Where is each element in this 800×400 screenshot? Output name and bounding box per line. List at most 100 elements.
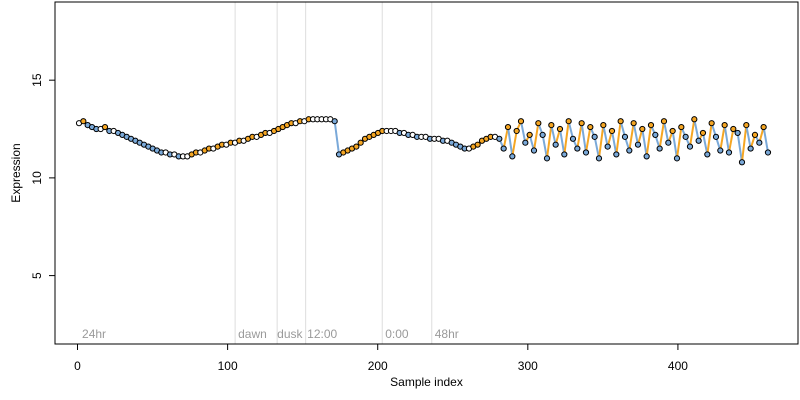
data-point — [717, 147, 724, 154]
data-point — [695, 137, 702, 144]
data-point — [548, 122, 555, 129]
data-point — [669, 127, 676, 135]
segment — [736, 132, 743, 163]
segment — [550, 124, 557, 145]
y-tick-label: 15 — [30, 73, 44, 87]
data-point — [513, 127, 520, 135]
y-axis: 5 10 15 — [30, 73, 56, 279]
segment — [645, 124, 652, 157]
segment — [641, 128, 648, 157]
data-point — [686, 143, 694, 150]
data-point — [604, 143, 611, 150]
segment — [762, 126, 769, 153]
data-point — [591, 133, 598, 140]
data-point — [101, 123, 109, 131]
data-point — [673, 155, 681, 162]
data-point — [331, 118, 338, 125]
segment — [658, 121, 665, 149]
data-point — [539, 131, 546, 138]
data-point — [582, 149, 590, 156]
segment — [632, 122, 639, 145]
x-tick-label: 100 — [218, 359, 238, 373]
data-point — [734, 129, 741, 137]
x-tick-label: 300 — [518, 359, 538, 373]
data-point — [600, 122, 607, 129]
data-point — [708, 120, 715, 127]
data-point — [656, 145, 663, 152]
segment — [702, 132, 709, 155]
segment — [507, 126, 514, 157]
data-point — [721, 122, 728, 129]
segment — [333, 121, 340, 155]
data-point — [522, 139, 529, 146]
segment — [545, 124, 553, 159]
segment — [693, 119, 700, 141]
data-point — [617, 118, 624, 125]
time-annotation: 12:00 — [307, 327, 337, 341]
segment — [511, 130, 518, 157]
time-annotation: dusk — [277, 327, 303, 341]
data-point — [634, 141, 642, 148]
data-point — [725, 149, 733, 156]
segment — [615, 121, 622, 155]
data-point — [682, 133, 689, 140]
x-axis-title: Sample index — [390, 375, 463, 389]
data-point — [574, 145, 581, 152]
data-point — [630, 120, 637, 127]
data-point — [543, 155, 551, 162]
data-point — [747, 145, 754, 152]
time-annotation: 48hr — [435, 327, 459, 341]
data-point — [730, 125, 737, 133]
segment — [585, 126, 592, 153]
segment — [580, 123, 587, 153]
x-tick-label: 400 — [668, 359, 688, 373]
segment — [706, 123, 713, 155]
time-annotation: 24hr — [82, 327, 106, 341]
data-point — [561, 151, 568, 158]
data-point — [699, 129, 707, 137]
data-point — [643, 153, 650, 160]
data-point — [517, 118, 525, 125]
data-point — [578, 120, 585, 127]
data-point — [608, 127, 616, 135]
data-point — [652, 131, 659, 138]
data-point — [760, 123, 767, 131]
data-point — [565, 118, 572, 125]
segment — [688, 119, 696, 147]
data-point — [751, 131, 759, 138]
segment — [628, 123, 635, 151]
data-point — [353, 143, 360, 150]
data-point — [691, 116, 698, 123]
segment — [593, 136, 600, 159]
data-point — [552, 141, 559, 148]
segment — [563, 121, 570, 155]
time-annotation: dawn — [238, 327, 267, 341]
data-point — [639, 125, 646, 133]
segment — [675, 126, 683, 159]
data-point — [509, 153, 516, 160]
segment — [727, 128, 735, 153]
segment — [576, 122, 583, 149]
segment — [671, 130, 678, 159]
data-point — [738, 159, 746, 166]
segment — [533, 123, 540, 151]
data-point — [595, 155, 603, 162]
plot-border — [54, 1, 799, 345]
x-axis: 0 100 200 300 400 — [74, 343, 688, 373]
data-point — [756, 139, 763, 146]
data-point — [496, 135, 503, 142]
segment — [745, 124, 752, 149]
segment — [559, 128, 566, 155]
segment — [502, 126, 509, 149]
y-tick-label: 5 — [30, 272, 44, 279]
data-point — [665, 139, 672, 146]
y-axis-title: Expression — [9, 143, 23, 202]
segment — [663, 121, 670, 143]
segment — [723, 124, 730, 153]
data-point — [587, 123, 594, 131]
data-point — [660, 118, 668, 125]
data-point — [621, 133, 629, 140]
segment — [719, 124, 726, 151]
